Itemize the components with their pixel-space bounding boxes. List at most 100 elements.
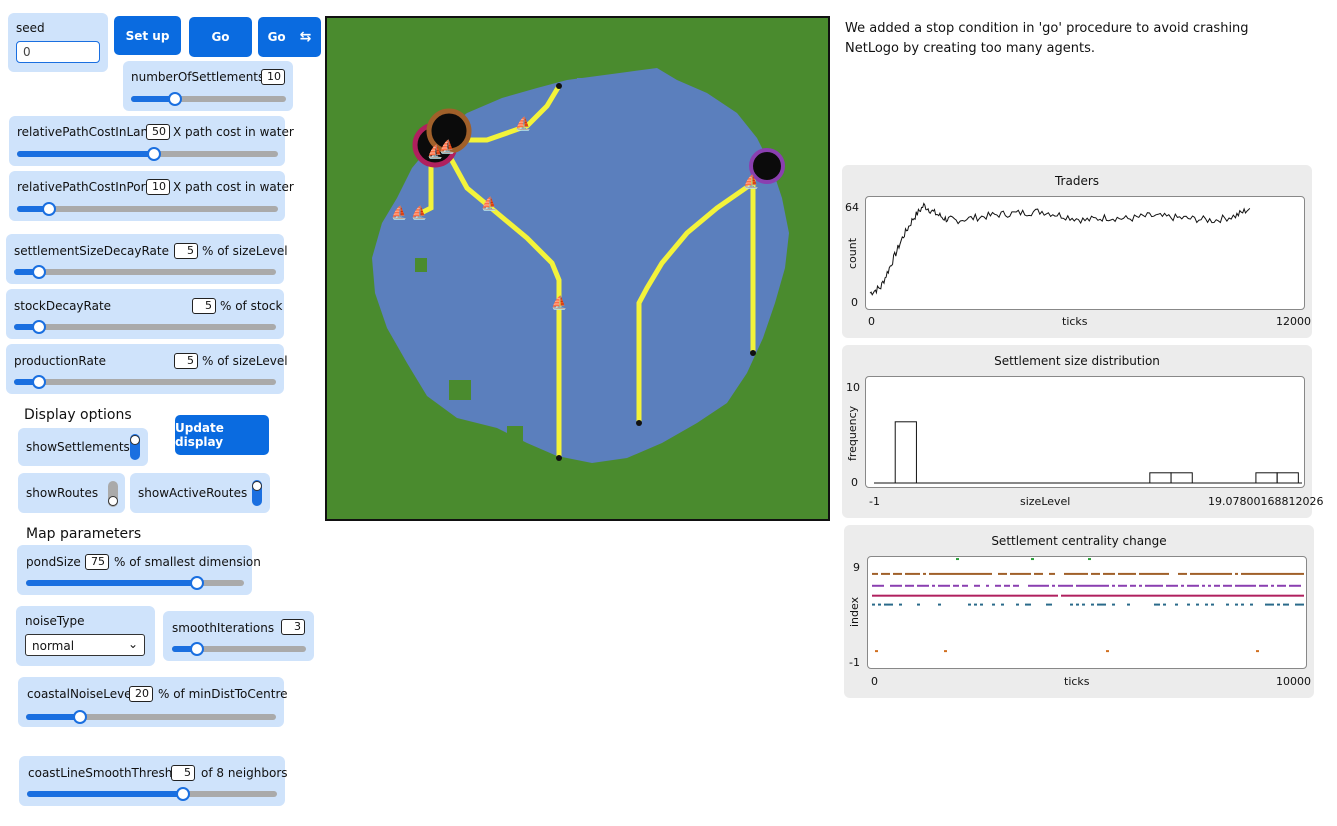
- slider-settlementSizeDecayRate[interactable]: settlementSizeDecayRate 5 % of sizeLevel: [6, 234, 288, 284]
- slider-knob[interactable]: [31, 320, 46, 334]
- slider-value[interactable]: 10: [146, 179, 170, 195]
- centrality-point: [1277, 572, 1280, 575]
- update-display-button[interactable]: Update display: [175, 415, 269, 455]
- centrality-point: [1196, 572, 1199, 575]
- noise-type-select[interactable]: normal ⌄: [25, 634, 145, 656]
- x-min-tick: 0: [871, 675, 878, 688]
- go-forever-button[interactable]: Go ⇆: [258, 17, 321, 57]
- slider-value[interactable]: 75: [85, 554, 109, 570]
- histogram-bar: [1149, 472, 1172, 484]
- centrality-point: [1073, 572, 1076, 575]
- slider-knob[interactable]: [190, 642, 205, 656]
- slider-unit: % of minDistToCentre: [158, 687, 288, 701]
- slider-track[interactable]: [14, 375, 276, 389]
- slider-track[interactable]: [26, 710, 276, 724]
- centrality-point: [881, 594, 884, 597]
- slider-coastLineSmoothThreshold[interactable]: coastLineSmoothThresh... 5 of 8 neighbor…: [19, 756, 288, 806]
- centrality-point: [893, 584, 896, 587]
- centrality-point: [1277, 584, 1280, 587]
- centrality-point: [1076, 572, 1079, 575]
- slider-value[interactable]: 5: [171, 765, 195, 781]
- slider-track[interactable]: [131, 92, 286, 106]
- slider-knob[interactable]: [31, 265, 46, 279]
- slider-track[interactable]: [14, 265, 276, 279]
- centrality-point: [1037, 594, 1040, 597]
- centrality-point: [974, 572, 977, 575]
- centrality-point: [1208, 572, 1211, 575]
- switch-showActiveRoutes[interactable]: showActiveRoutes: [130, 473, 270, 513]
- world-view[interactable]: ⛵ ⛵ ⛵ ⛵ ⛵ ⛵ ⛵ ⛵: [325, 16, 830, 521]
- slider-smoothIterations[interactable]: smoothIterations 3: [163, 611, 314, 661]
- centrality-point: [899, 594, 902, 597]
- centrality-point: [893, 572, 896, 575]
- centrality-point: [1205, 594, 1208, 597]
- slider-value[interactable]: 5: [174, 243, 198, 259]
- slider-knob[interactable]: [190, 576, 205, 590]
- slider-knob[interactable]: [168, 92, 183, 106]
- slider-knob[interactable]: [72, 710, 87, 724]
- slider-track[interactable]: [27, 787, 277, 801]
- centrality-point: [941, 594, 944, 597]
- slider-value[interactable]: 5: [174, 353, 198, 369]
- switch-showSettlements[interactable]: showSettlements: [18, 428, 148, 466]
- seed-input[interactable]: 0: [16, 41, 100, 63]
- centrality-point: [1250, 584, 1253, 587]
- centrality-point: [1259, 584, 1262, 587]
- slider-relativePathCostInLand[interactable]: relativePathCostInLand 50 X path cost in…: [9, 116, 294, 166]
- chooser-noiseType[interactable]: noiseType normal ⌄: [16, 606, 155, 666]
- slider-value[interactable]: 5: [192, 298, 216, 314]
- centrality-point: [1043, 584, 1046, 587]
- centrality-point: [1289, 594, 1292, 597]
- toggle-switch[interactable]: [130, 434, 140, 460]
- centrality-point: [878, 603, 881, 606]
- x-min-tick: 0: [868, 315, 875, 328]
- switch-label: showActiveRoutes: [138, 486, 248, 500]
- centrality-point: [1007, 594, 1010, 597]
- slider-knob[interactable]: [146, 147, 161, 161]
- centrality-point: [1070, 603, 1073, 606]
- centrality-point: [956, 572, 959, 575]
- slider-label: coastLineSmoothThresh...: [28, 766, 184, 780]
- centrality-point: [1028, 584, 1031, 587]
- slider-track[interactable]: [172, 642, 306, 656]
- centrality-point: [1106, 584, 1109, 587]
- slider-stockDecayRate[interactable]: stockDecayRate 5 % of stock: [6, 289, 284, 339]
- centrality-point: [971, 572, 974, 575]
- centrality-point: [884, 603, 887, 606]
- slider-value[interactable]: 20: [129, 686, 153, 702]
- slider-track[interactable]: [14, 320, 276, 334]
- histogram-svg: [874, 421, 1302, 484]
- slider-track[interactable]: [17, 147, 278, 161]
- centrality-point: [974, 603, 977, 606]
- centrality-point: [935, 594, 938, 597]
- slider-knob[interactable]: [176, 787, 190, 801]
- slider-value[interactable]: 10: [261, 69, 285, 85]
- slider-track[interactable]: [26, 576, 244, 590]
- traders-series-line: [869, 202, 1251, 296]
- slider-coastalNoiseLevel[interactable]: coastalNoiseLevel 20 % of minDistToCentr…: [18, 677, 288, 727]
- centrality-point: [1256, 650, 1259, 653]
- slider-value[interactable]: 50: [146, 124, 170, 140]
- slider-track[interactable]: [17, 202, 278, 216]
- centrality-point: [941, 572, 944, 575]
- centrality-point: [1016, 603, 1019, 606]
- centrality-point: [1295, 572, 1298, 575]
- centrality-point: [914, 594, 917, 597]
- toggle-switch[interactable]: [252, 480, 262, 506]
- slider-label: settlementSizeDecayRate: [14, 244, 169, 258]
- go-button[interactable]: Go: [189, 17, 252, 57]
- centrality-point: [878, 594, 881, 597]
- toggle-switch[interactable]: [108, 481, 118, 507]
- centrality-point: [962, 594, 965, 597]
- slider-knob[interactable]: [42, 202, 57, 216]
- setup-button[interactable]: Set up: [114, 16, 181, 55]
- switch-showRoutes[interactable]: showRoutes: [18, 473, 125, 513]
- slider-numberOfSettlements[interactable]: numberOfSettlements 10: [123, 61, 293, 111]
- centrality-point: [1181, 594, 1184, 597]
- slider-value[interactable]: 3: [281, 619, 305, 635]
- slider-relativePathCostInPort[interactable]: relativePathCostInPort 10 X path cost in…: [9, 171, 294, 221]
- centrality-point: [938, 603, 941, 606]
- slider-pondSize[interactable]: pondSize 75 % of smallest dimension: [17, 545, 261, 595]
- slider-productionRate[interactable]: productionRate 5 % of sizeLevel: [6, 344, 288, 394]
- slider-knob[interactable]: [31, 375, 46, 389]
